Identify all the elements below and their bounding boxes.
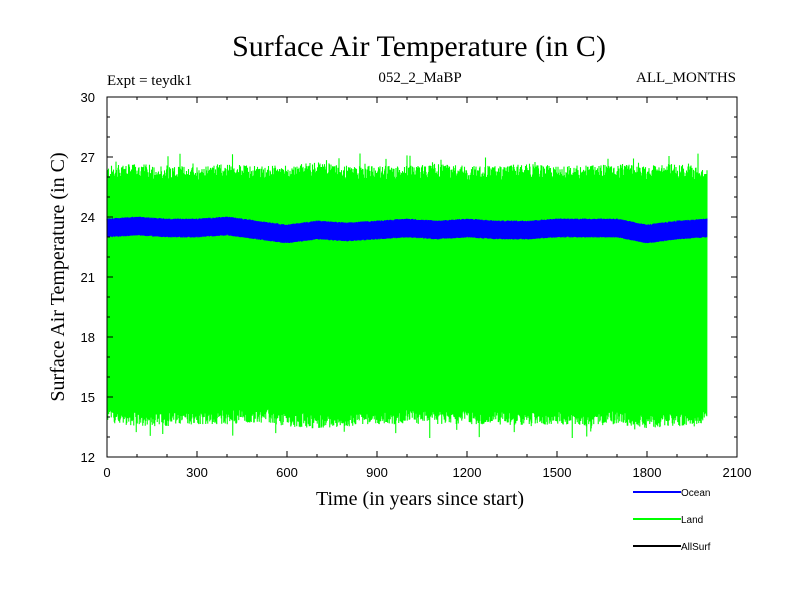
legend-label-ocean: Ocean <box>681 488 710 499</box>
x-axis-title: Time (in years since start) <box>316 488 524 510</box>
months-label: ALL_MONTHS <box>636 70 736 86</box>
legend: Ocean Land AllSurf <box>633 488 711 553</box>
y-tick-label: 30 <box>81 90 95 105</box>
y-tick-label: 18 <box>81 330 95 345</box>
x-tick-label: 2100 <box>723 465 752 480</box>
x-tick-label: 1200 <box>453 465 482 480</box>
experiment-label: Expt = teydk1 <box>107 73 192 89</box>
x-tick-label: 1500 <box>543 465 572 480</box>
x-tick-label: 300 <box>186 465 208 480</box>
series-ocean <box>106 216 708 244</box>
chart-title: Surface Air Temperature (in C) <box>232 30 606 63</box>
y-axis-title: Surface Air Temperature (in C) <box>47 152 69 401</box>
legend-label-allsurf: AllSurf <box>681 542 711 553</box>
y-tick-label: 15 <box>81 390 95 405</box>
series-land <box>106 153 708 439</box>
x-tick-label: 0 <box>103 465 110 480</box>
x-tick-label: 600 <box>276 465 298 480</box>
y-tick-label: 12 <box>81 450 95 465</box>
y-tick-label: 24 <box>81 210 95 225</box>
y-tick-label: 27 <box>81 150 95 165</box>
period-label: 052_2_MaBP <box>378 70 461 86</box>
legend-label-land: Land <box>681 515 703 526</box>
x-tick-label: 1800 <box>633 465 662 480</box>
series-layer <box>106 153 708 439</box>
axis-layer: 0 300 600 900 1200 1500 1800 2100 12 15 18 21 24 27 30 <box>81 90 752 480</box>
y-tick-label: 21 <box>81 270 95 285</box>
x-tick-label: 900 <box>366 465 388 480</box>
